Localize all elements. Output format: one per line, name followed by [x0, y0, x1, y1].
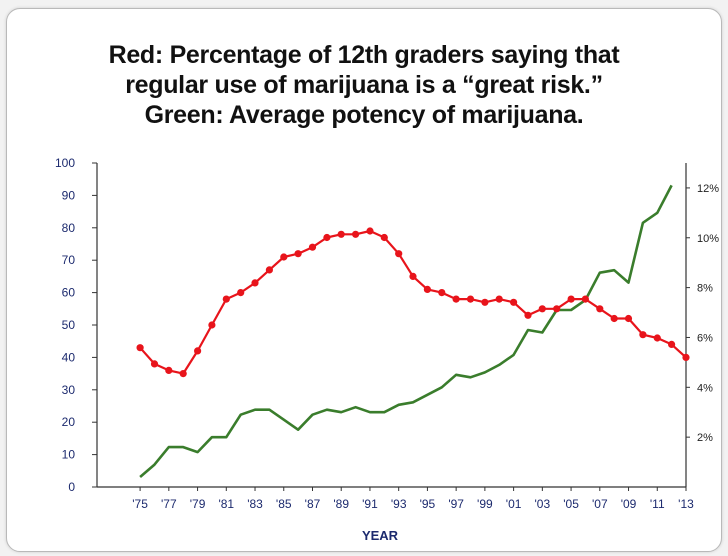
x-tick-label: '87	[305, 497, 321, 511]
great-risk-point	[438, 289, 446, 297]
great-risk-point	[624, 314, 633, 323]
x-tick-label: '85	[276, 497, 292, 511]
left-tick-label: 90	[62, 188, 76, 202]
title-line-2: regular use of marijuana is a “great ris…	[125, 71, 603, 99]
right-tick-label: 12%	[697, 183, 719, 195]
great-risk-point	[567, 295, 575, 303]
great-risk-point	[294, 250, 302, 258]
x-tick-label: '07	[592, 497, 608, 511]
left-tick-label: 30	[62, 383, 76, 397]
great-risk-point	[308, 243, 317, 251]
left-tick-label: 10	[62, 448, 76, 462]
x-tick-label: '09	[621, 497, 637, 511]
series-layer	[136, 184, 690, 478]
great-risk-point	[639, 331, 647, 339]
great-risk-point	[596, 305, 604, 313]
great-risk-point	[222, 295, 230, 303]
right-tick-label: 6%	[697, 332, 713, 344]
x-tick-label: '97	[448, 497, 464, 511]
left-y-axis: 0 10 20 30 40 50 60 70 80 90 100	[55, 156, 97, 494]
right-tick-label: 4%	[697, 382, 713, 394]
great-risk-point	[136, 344, 144, 352]
great-risk-point	[682, 353, 690, 361]
left-tick-label: 80	[62, 221, 76, 235]
left-tick-label: 20	[62, 415, 76, 429]
x-tick-label: '95	[420, 497, 436, 511]
great-risk-point	[452, 295, 460, 303]
x-tick-label: '05	[563, 497, 579, 511]
x-axis-label: YEAR	[362, 528, 399, 543]
right-tick-label: 8%	[697, 283, 713, 295]
chart-title: Red: Percentage of 12th graders saying t…	[0, 40, 728, 130]
great-risk-point	[653, 334, 661, 342]
axes	[96, 163, 687, 488]
x-tick-label: '77	[161, 497, 177, 511]
x-tick-label: '01	[506, 497, 522, 511]
x-axis: '75 '77 '79 '81 '83 '85 '87 '89 '91 '93 '95 '97 '99 '…	[132, 487, 694, 511]
right-y-axis: 2% 4% 6% 8% 10% 12%	[686, 183, 719, 444]
great-risk-point	[380, 233, 388, 242]
great-risk-point	[524, 311, 532, 319]
great-risk-point	[481, 298, 489, 306]
great-risk-point	[409, 272, 417, 280]
great-risk-point	[280, 253, 288, 261]
great-risk-point	[395, 250, 403, 258]
great-risk-point	[208, 321, 216, 329]
right-tick-label: 10%	[697, 233, 719, 245]
chart-card	[6, 8, 722, 552]
great-risk-point	[150, 360, 159, 368]
great-risk-line	[139, 229, 687, 375]
great-risk-point	[581, 295, 590, 303]
great-risk-point	[165, 366, 173, 374]
great-risk-point	[366, 227, 374, 235]
great-risk-point	[194, 347, 202, 355]
x-tick-label: '93	[391, 497, 407, 511]
potency-line	[139, 184, 673, 478]
left-tick-label: 70	[62, 253, 76, 267]
x-tick-label: '03	[535, 497, 551, 511]
great-risk-point	[337, 230, 345, 238]
x-tick-label: '11	[650, 497, 665, 511]
left-tick-label: 40	[62, 350, 76, 364]
x-tick-label: '99	[477, 497, 493, 511]
left-tick-label: 100	[55, 156, 75, 170]
x-tick-label: '75	[132, 497, 148, 511]
great-risk-point	[553, 305, 561, 313]
great-risk-point	[352, 230, 360, 238]
left-tick-label: 60	[62, 286, 76, 300]
title-line-1: Red: Percentage of 12th graders saying t…	[108, 41, 620, 69]
great-risk-point	[237, 289, 245, 297]
x-tick-label: '81	[218, 497, 234, 511]
great-risk-point	[509, 298, 518, 306]
great-risk-point	[668, 340, 676, 348]
x-tick-label: '91	[362, 497, 378, 511]
left-tick-label: 50	[62, 318, 76, 332]
great-risk-point	[495, 295, 503, 303]
right-tick-label: 2%	[697, 432, 713, 444]
title-line-3: Green: Average potency of marijuana.	[144, 101, 584, 129]
great-risk-point	[179, 370, 187, 378]
great-risk-point	[466, 295, 475, 303]
left-tick-label: 0	[68, 480, 75, 494]
great-risk-point	[323, 233, 331, 242]
great-risk-point	[251, 279, 259, 287]
great-risk-point	[610, 314, 618, 323]
x-tick-label: '13	[678, 497, 694, 511]
great-risk-point	[423, 285, 431, 293]
great-risk-point	[538, 305, 546, 313]
x-tick-label: '79	[190, 497, 206, 511]
x-tick-label: '83	[247, 497, 263, 511]
x-tick-label: '89	[333, 497, 349, 511]
great-risk-point	[265, 266, 273, 274]
